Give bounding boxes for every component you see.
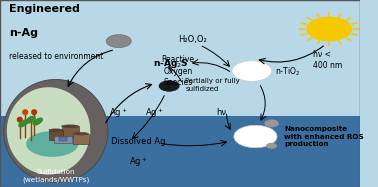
Circle shape	[159, 81, 179, 91]
Ellipse shape	[17, 117, 22, 122]
Bar	[73, 134, 88, 144]
Ellipse shape	[19, 120, 28, 127]
Ellipse shape	[26, 131, 78, 157]
Ellipse shape	[7, 87, 90, 175]
Text: Reactive
Oxygen
Species: Reactive Oxygen Species	[161, 55, 195, 87]
Circle shape	[232, 61, 272, 81]
Bar	[54, 136, 72, 143]
Text: Dissolved Ag: Dissolved Ag	[111, 137, 166, 146]
Ellipse shape	[26, 116, 35, 123]
Text: Partially or fully
sulfidized: Partially or fully sulfidized	[185, 78, 240, 92]
Ellipse shape	[62, 125, 79, 128]
Text: Ag$^+$: Ag$^+$	[109, 106, 128, 120]
Bar	[0, 116, 360, 187]
Ellipse shape	[73, 133, 88, 135]
Text: n-Ag: n-Ag	[9, 28, 38, 38]
Text: hν <
400 nm: hν < 400 nm	[313, 50, 342, 70]
Circle shape	[307, 17, 352, 41]
Text: n-Ag$_2$S: n-Ag$_2$S	[153, 57, 189, 70]
Ellipse shape	[74, 133, 87, 135]
Circle shape	[266, 143, 277, 149]
Text: hν: hν	[216, 108, 226, 117]
Ellipse shape	[49, 129, 63, 131]
Bar	[62, 126, 79, 137]
Bar	[0, 0, 360, 116]
Ellipse shape	[23, 110, 28, 115]
Circle shape	[265, 120, 279, 127]
Ellipse shape	[32, 110, 37, 115]
Ellipse shape	[50, 129, 62, 131]
Circle shape	[234, 125, 277, 148]
Text: Ag$^+$: Ag$^+$	[129, 155, 148, 169]
Text: Ag$^+$: Ag$^+$	[146, 106, 164, 120]
Ellipse shape	[63, 125, 77, 127]
Text: H₂O,O₂: H₂O,O₂	[178, 35, 207, 44]
Circle shape	[106, 35, 131, 48]
Bar	[49, 130, 63, 140]
Text: Engineered: Engineered	[9, 4, 80, 14]
Ellipse shape	[28, 117, 33, 122]
Text: Nanocomposite
with enhanced ROS
production: Nanocomposite with enhanced ROS producti…	[284, 126, 364, 147]
Ellipse shape	[4, 79, 108, 182]
Bar	[59, 137, 67, 141]
Text: released to environment: released to environment	[9, 52, 103, 61]
Ellipse shape	[33, 118, 42, 125]
Text: Sulfidation
(wetlands/WWTPs): Sulfidation (wetlands/WWTPs)	[22, 169, 89, 183]
Text: n-TiO$_2$: n-TiO$_2$	[275, 66, 301, 78]
